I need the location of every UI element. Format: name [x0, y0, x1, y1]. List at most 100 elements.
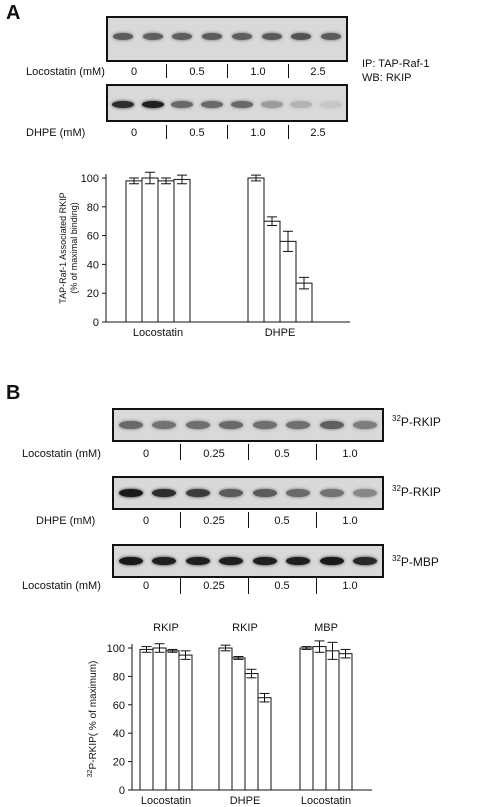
concentration-label: 1.0: [342, 448, 358, 460]
y-tick-label: 100: [107, 643, 125, 655]
x-group-label: Locostatin: [133, 327, 183, 339]
panel-b-label: B: [6, 382, 21, 404]
concentration-label: 1.0: [250, 127, 266, 139]
blot-band: [142, 33, 163, 41]
panel-a-label: A: [6, 2, 21, 24]
group-top-label: RKIP: [153, 622, 179, 634]
x-group-label: Locostatin: [301, 795, 351, 807]
y-tick-label: 60: [113, 700, 125, 712]
bar: [299, 647, 314, 791]
blot-band: [185, 557, 210, 565]
blot-band: [319, 421, 344, 429]
blot-band: [286, 557, 311, 565]
ip-label: IP: TAP-Raf-1: [362, 58, 430, 70]
y-axis-label-text: P-RKIP( % of maximum): [88, 661, 99, 770]
y-tick-label: 20: [87, 288, 99, 300]
blot-right-label: 32P-RKIP: [392, 414, 441, 429]
blot-right-label-text: P-RKIP: [400, 415, 441, 429]
bar: [125, 180, 143, 323]
y-tick-label: 40: [87, 259, 99, 271]
concentration-label: 0.5: [274, 580, 290, 592]
bar: [257, 697, 272, 791]
concentration-label: 1.0: [342, 580, 358, 592]
group-top-label: MBP: [314, 622, 338, 634]
bar: [152, 647, 167, 791]
blot-band: [252, 489, 277, 497]
y-tick-label: 80: [113, 671, 125, 683]
blot-band: [118, 421, 143, 429]
lane-separator: [166, 64, 167, 78]
blot-band: [172, 33, 193, 41]
blot-band: [231, 33, 252, 41]
blot-band: [286, 421, 311, 429]
bar: [157, 180, 175, 323]
concentration-label: 0.25: [203, 580, 225, 592]
bar: [218, 647, 233, 791]
lane-separator: [180, 444, 181, 460]
bar: [141, 177, 159, 323]
x-group-label: DHPE: [230, 795, 261, 807]
bar: [325, 650, 340, 791]
bar: [263, 220, 281, 323]
lane-separator: [248, 512, 249, 528]
blot-band: [319, 557, 344, 565]
concentration-label: 0: [142, 580, 150, 592]
blot-band: [141, 101, 164, 109]
concentration-label: 1.0: [342, 515, 358, 527]
blot-band: [152, 489, 177, 497]
blot-row-label: Locostatin (mM): [22, 448, 101, 460]
concentration-label: 2.5: [310, 127, 326, 139]
blot-right-label: 32P-RKIP: [392, 484, 441, 499]
lane-separator: [227, 125, 228, 139]
concentration-label: 0: [130, 66, 138, 78]
blot-band: [219, 489, 244, 497]
lane-separator: [288, 64, 289, 78]
lane-separator: [227, 64, 228, 78]
bar: [178, 654, 193, 791]
bar: [279, 240, 297, 323]
blot-band: [201, 101, 224, 109]
bar: [139, 648, 154, 791]
lane-separator: [316, 578, 317, 594]
concentration-label: 0.25: [203, 448, 225, 460]
blot-band: [353, 421, 378, 429]
blot-band: [290, 101, 313, 109]
bar-chart-kinase-activity: 0 20 40 60 80 100 Locostatin RKIP DHPE RKIP Locost…: [87, 622, 372, 807]
concentration-label: 0.5: [189, 66, 205, 78]
blot-band: [185, 421, 210, 429]
concentration-label: 2.5: [310, 66, 326, 78]
y-axis-label: (% of maximal binding): [69, 202, 79, 294]
blot-band: [219, 421, 244, 429]
y-tick-label: 0: [119, 785, 125, 797]
blot-right-label-text: P-MBP: [400, 555, 439, 569]
concentration-label: 0.5: [189, 127, 205, 139]
y-tick-label: 20: [113, 757, 125, 769]
western-blot-dhpe: [106, 84, 348, 122]
bar: [173, 178, 191, 323]
blot-band: [321, 33, 342, 41]
group-top-label: RKIP: [232, 622, 258, 634]
concentration-label: 0.25: [203, 515, 225, 527]
concentration-label: 0: [142, 448, 150, 460]
blot-band: [152, 421, 177, 429]
blot-band: [152, 557, 177, 565]
lane-separator: [180, 512, 181, 528]
blot-band: [286, 489, 311, 497]
blot-band: [353, 557, 378, 565]
blot-row-label: Locostatin (mM): [22, 580, 101, 592]
bar: [338, 653, 353, 791]
blot-band: [111, 101, 134, 109]
x-group-label: DHPE: [265, 327, 296, 339]
western-blot-locostatin: [106, 16, 348, 62]
isotope-superscript: 32: [392, 554, 401, 563]
blot-row-label: DHPE (mM): [36, 515, 96, 527]
blot-right-label: 32P-MBP: [392, 554, 439, 569]
blot-band: [171, 101, 194, 109]
isotope-superscript: 32: [392, 414, 401, 423]
y-tick-label: 80: [87, 202, 99, 214]
concentration-label: 0: [130, 127, 138, 139]
lane-separator: [288, 125, 289, 139]
concentration-label: 0: [142, 515, 150, 527]
concentration-label: 1.0: [250, 66, 266, 78]
lane-separator: [180, 578, 181, 594]
